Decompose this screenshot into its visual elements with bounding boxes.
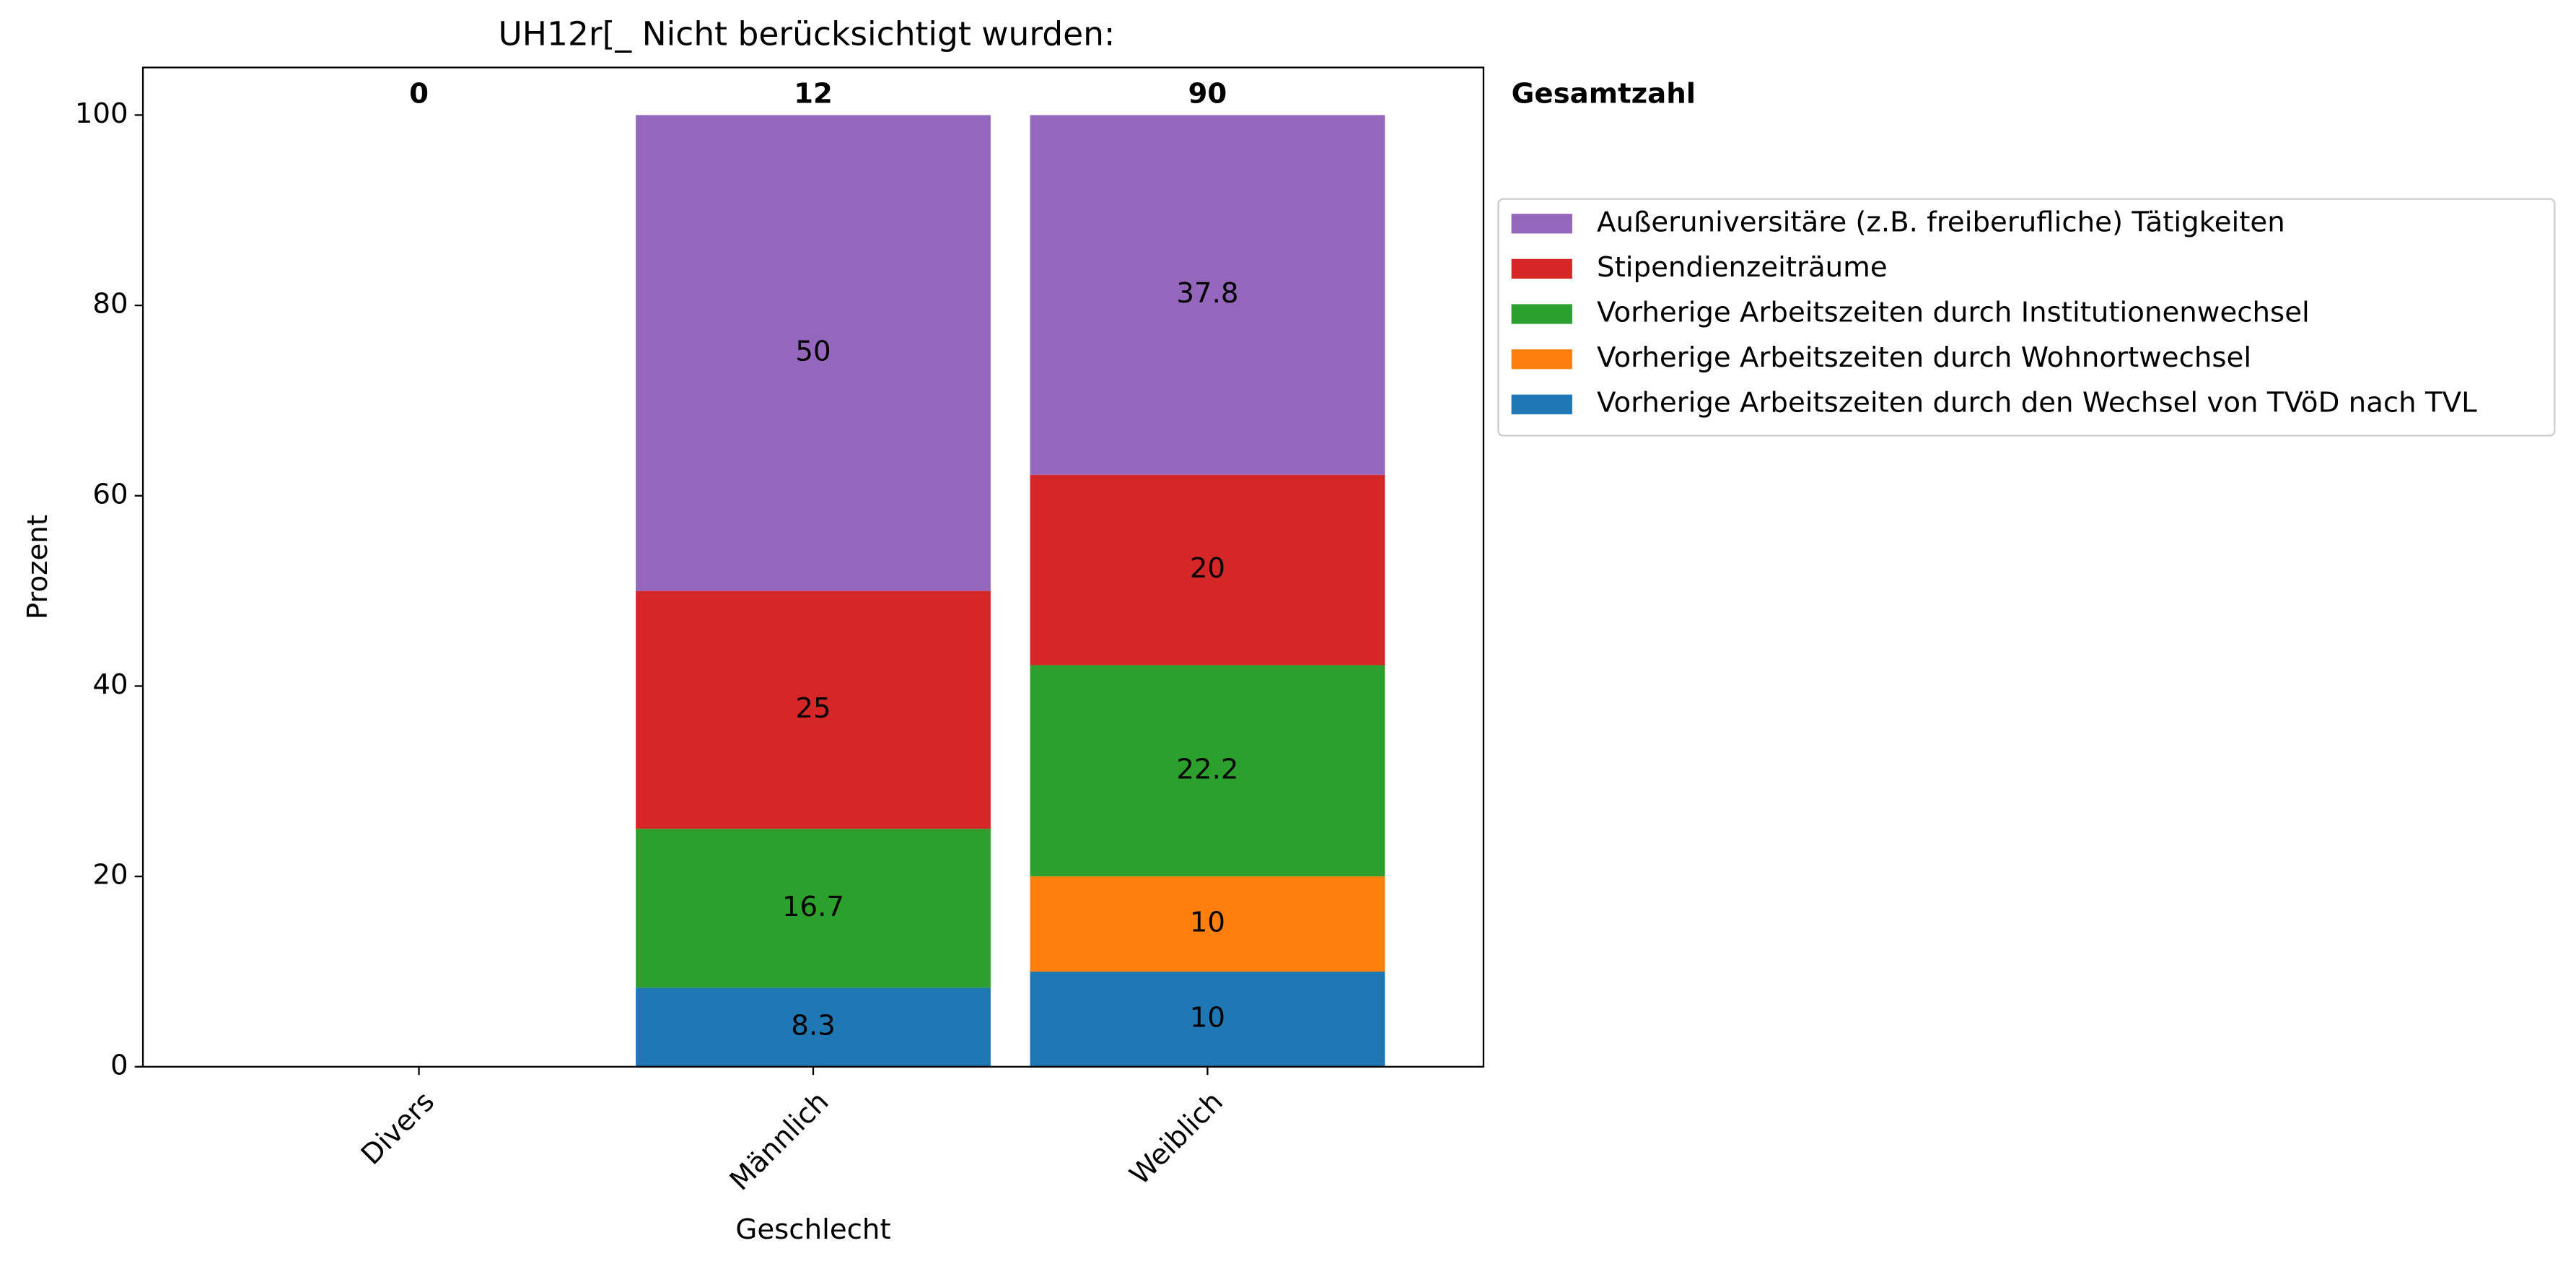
data-label: 10 (1190, 907, 1225, 939)
data-label: 20 (1190, 552, 1225, 585)
y-tick-label: 0 (110, 1049, 128, 1081)
legend-label: Vorherige Arbeitszeiten durch den Wechse… (1597, 387, 2477, 419)
chart-title: UH12r[_ Nicht berücksichtigt wurden: (498, 15, 1115, 53)
bar-segment (1030, 474, 1385, 666)
y-tick-label: 60 (92, 478, 128, 510)
legend-swatch (1511, 349, 1572, 370)
data-label: 50 (795, 336, 831, 368)
y-tick-label: 40 (92, 668, 128, 701)
legend-label: Stipendienzeiträume (1597, 251, 1888, 284)
data-label: 10 (1190, 1001, 1225, 1034)
legend-label: Vorherige Arbeitszeiten durch Institutio… (1597, 297, 2310, 329)
data-label: 16.7 (782, 891, 844, 923)
legend-swatch (1511, 394, 1572, 414)
bar-segment (636, 590, 991, 829)
total-label: 0 (409, 78, 429, 110)
legend-swatch (1511, 214, 1572, 234)
bar-segment (636, 829, 991, 988)
total-label: 90 (1188, 78, 1227, 110)
x-axis-label: Geschlecht (735, 1213, 890, 1246)
totals-label: Gesamtzahl (1512, 78, 1696, 110)
total-label: 12 (794, 78, 833, 110)
bar-segment (1030, 115, 1385, 475)
bar-segment (1030, 971, 1385, 1067)
bar-segment (636, 987, 991, 1067)
data-label: 22.2 (1176, 753, 1238, 785)
y-axis-label: Prozent (22, 515, 54, 619)
legend-swatch (1511, 304, 1572, 324)
bar-segment (636, 115, 991, 591)
legend-label: Vorherige Arbeitszeiten durch Wohnortwec… (1597, 341, 2251, 374)
plot-frame (141, 66, 1485, 1068)
bar-segment (1030, 876, 1385, 972)
legend-box (1497, 198, 2556, 437)
legend-swatch (1511, 258, 1572, 279)
y-tick-label: 100 (75, 97, 128, 130)
data-label: 8.3 (791, 1010, 836, 1042)
bar-segment (1030, 665, 1385, 877)
data-label: 37.8 (1176, 277, 1238, 310)
y-tick-label: 80 (92, 288, 128, 320)
y-tick-label: 20 (92, 859, 128, 891)
legend-label: Außeruniversitäre (z.B. freiberufliche) … (1597, 206, 2285, 238)
data-label: 25 (795, 692, 831, 725)
